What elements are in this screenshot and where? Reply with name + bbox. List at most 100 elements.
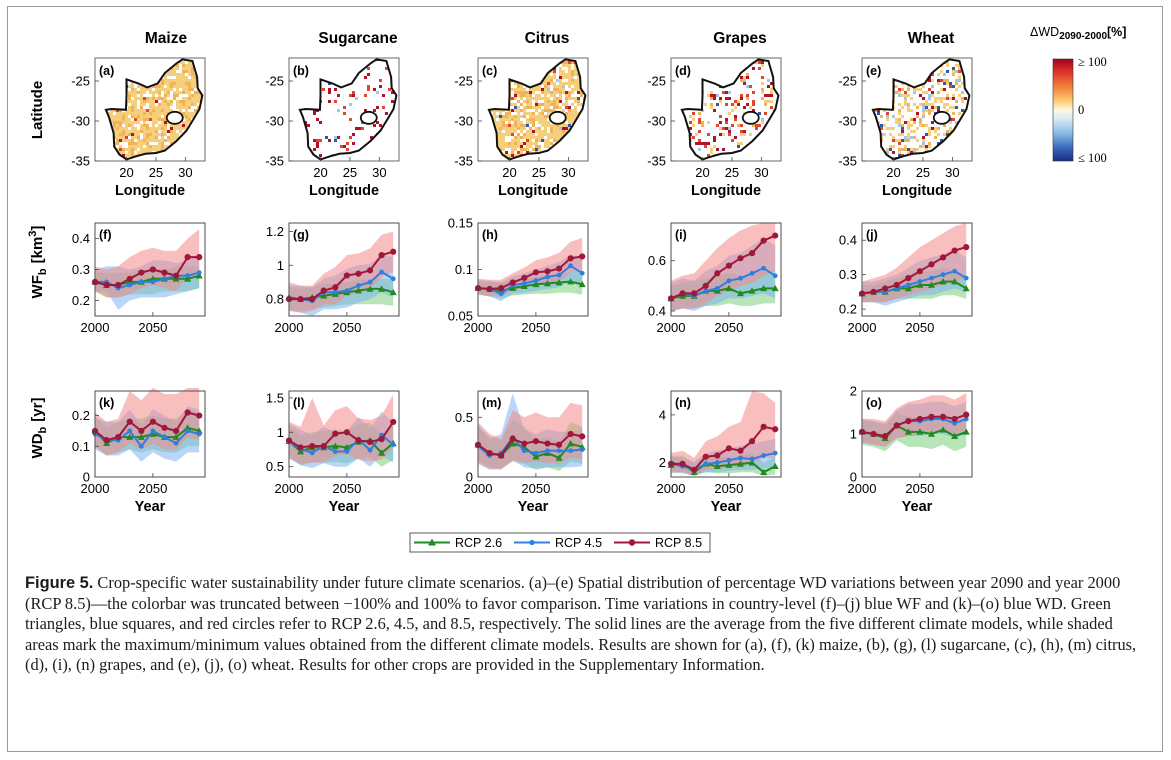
- series-point: [521, 448, 527, 454]
- map-cell: [146, 136, 149, 139]
- map-cell: [556, 103, 559, 106]
- map-cell: [577, 82, 580, 85]
- map-cell: [889, 133, 892, 136]
- ytick-label: 0: [83, 470, 90, 485]
- map-cell: [170, 70, 173, 73]
- series-point: [772, 232, 779, 239]
- series-point: [184, 254, 191, 261]
- map-cell: [173, 139, 176, 142]
- map-cell: [755, 61, 758, 64]
- xtick-label: 2000: [657, 320, 686, 335]
- map-cell: [952, 73, 955, 76]
- map-cell: [740, 133, 743, 136]
- map-cell: [128, 139, 131, 142]
- map-cell: [143, 139, 146, 142]
- legend-label-rcp85: RCP 8.5: [655, 536, 702, 550]
- map-cell: [128, 97, 131, 100]
- map-cell: [146, 148, 149, 151]
- map-cell: [140, 103, 143, 106]
- map-cell: [131, 136, 134, 139]
- map-cell: [925, 148, 928, 151]
- map-cell: [191, 82, 194, 85]
- map-cell: [574, 73, 577, 76]
- map-cell: [170, 79, 173, 82]
- map-cell: [931, 109, 934, 112]
- series-point: [927, 430, 935, 437]
- map-cell: [188, 64, 191, 67]
- map-cell: [925, 133, 928, 136]
- map-cell: [562, 70, 565, 73]
- map-cell: [182, 64, 185, 67]
- series-point: [127, 282, 133, 288]
- map-cell: [185, 85, 188, 88]
- xtick-label: 2050: [332, 320, 361, 335]
- map-cell: [182, 76, 185, 79]
- map-cell: [880, 124, 883, 127]
- map-cell: [167, 79, 170, 82]
- map-cell: [526, 97, 529, 100]
- map-cell: [164, 145, 167, 148]
- map-cell: [722, 133, 725, 136]
- map-cell: [176, 94, 179, 97]
- map-cell: [191, 103, 194, 106]
- map-cell: [152, 115, 155, 118]
- map-cell: [740, 76, 743, 79]
- map-cell: [922, 109, 925, 112]
- map-cell: [499, 127, 502, 130]
- map-cell: [137, 121, 140, 124]
- map-cell: [176, 136, 179, 139]
- panel-label: (o): [866, 396, 882, 410]
- map-cell: [562, 88, 565, 91]
- map-cell: [538, 133, 541, 136]
- series-point: [928, 261, 935, 268]
- map-cell: [140, 139, 143, 142]
- map-ytick-label: -30: [838, 114, 857, 129]
- map-cell: [170, 85, 173, 88]
- map-cell: [544, 85, 547, 88]
- map-cell: [529, 115, 532, 118]
- map-cell: [538, 94, 541, 97]
- map-cell: [913, 130, 916, 133]
- map-cell: [946, 133, 949, 136]
- ytick-label: 0.8: [266, 292, 284, 307]
- map-cell: [550, 91, 553, 94]
- map-cell: [146, 112, 149, 115]
- map-cell: [544, 142, 547, 145]
- map-cell: [128, 148, 131, 151]
- map-cell: [725, 103, 728, 106]
- map-cell: [185, 76, 188, 79]
- map-cell: [550, 109, 553, 112]
- map-cell: [535, 97, 538, 100]
- map-cell: [137, 133, 140, 136]
- map-cell: [737, 142, 740, 145]
- map-cell: [155, 91, 158, 94]
- year-xlabel: Year: [711, 499, 742, 515]
- series-point: [115, 433, 122, 441]
- map-cell: [764, 103, 767, 106]
- colorbar-label-min: ≤ 100: [1078, 151, 1107, 165]
- map-cell: [137, 142, 140, 145]
- map-cell: [553, 127, 556, 130]
- map-xlabel: Longitude: [691, 183, 761, 199]
- map-cell: [167, 139, 170, 142]
- map-cell: [511, 118, 514, 121]
- series-point: [725, 445, 732, 452]
- map-cell: [886, 118, 889, 121]
- map-cell: [511, 142, 514, 145]
- map-cell: [746, 103, 749, 106]
- map-cell: [113, 124, 116, 127]
- map-cell: [532, 88, 535, 91]
- series-point: [904, 284, 912, 292]
- map-cell: [337, 136, 340, 139]
- map-cell: [517, 139, 520, 142]
- map-cell: [140, 88, 143, 91]
- map-cell: [922, 85, 925, 88]
- map-cell: [904, 121, 907, 124]
- map-cell: [179, 130, 182, 133]
- series-point: [378, 449, 386, 456]
- map-cell: [550, 136, 553, 139]
- map-cell: [158, 88, 161, 91]
- map-cell: [704, 142, 707, 145]
- map-cell: [701, 121, 704, 124]
